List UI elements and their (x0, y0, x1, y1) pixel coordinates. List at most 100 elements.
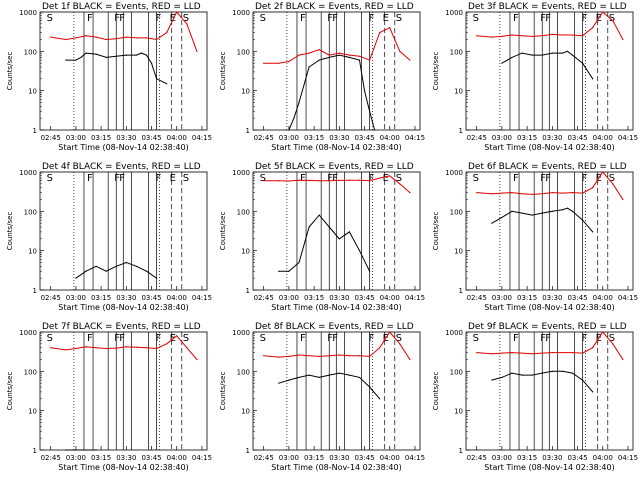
x-tick-label: 03:15 (91, 134, 111, 142)
data-point (328, 374, 330, 376)
data-point (318, 49, 320, 51)
data-point (491, 353, 493, 355)
data-point (125, 54, 127, 56)
y-tick-label: 100 (450, 368, 463, 376)
flag-label: F (114, 173, 120, 184)
x-tick-label: 03:45 (567, 454, 587, 462)
data-point (551, 33, 553, 35)
events-series-line (491, 207, 594, 233)
data-point (379, 31, 381, 34)
flag-label: E (170, 13, 176, 24)
data-point (612, 343, 614, 345)
data-point (622, 358, 624, 361)
data-point (566, 50, 569, 52)
x-tick-label: 02:45 (41, 454, 61, 462)
data-point (308, 66, 310, 68)
data-point (155, 38, 158, 41)
y-tick-label: 100 (237, 208, 250, 216)
data-point (521, 212, 523, 214)
flag-label: S (183, 13, 189, 24)
data-point (501, 352, 503, 354)
x-tick-label: 03:00 (66, 454, 86, 462)
y-tick-label: 1000 (232, 329, 250, 337)
data-point (293, 117, 295, 119)
flag-label: S (396, 173, 402, 184)
data-point (592, 231, 594, 233)
data-point (105, 56, 107, 59)
flag-label: F (119, 13, 125, 24)
data-point (358, 376, 361, 379)
y-axis-label: Counts/sec (6, 52, 14, 91)
y-tick-label: 100 (237, 48, 250, 56)
data-point (166, 83, 168, 85)
x-tick-label: 03:00 (492, 294, 512, 302)
data-point (501, 376, 503, 379)
data-point (298, 101, 300, 104)
x-tick-label: 04:15 (192, 294, 212, 302)
flag-label: F (369, 173, 375, 184)
y-axis-label: Counts/sec (219, 372, 227, 411)
flag-label: F (87, 333, 93, 344)
flag-label: F (369, 333, 375, 344)
x-tick-label: 03:00 (66, 134, 86, 142)
data-point (602, 331, 604, 333)
data-point (85, 52, 87, 54)
data-point (308, 226, 310, 228)
x-axis-label: Start Time (08-Nov-14 02:38:40) (484, 303, 614, 312)
data-point (125, 36, 127, 38)
data-point (379, 177, 381, 179)
data-point (541, 372, 543, 374)
data-point (135, 54, 138, 56)
events-series-line (501, 50, 594, 80)
data-point (125, 261, 127, 264)
x-tick-label: 02:45 (467, 134, 487, 142)
data-point (409, 358, 411, 361)
data-point (612, 20, 614, 22)
data-point (368, 180, 371, 182)
data-point (491, 36, 493, 38)
data-point (531, 54, 533, 56)
data-point (541, 212, 543, 214)
data-point (115, 55, 117, 57)
panel-title: Det 5f BLACK = Events, RED = LLD (255, 162, 414, 172)
x-tick-label: 03:30 (116, 294, 136, 302)
flag-label: S (473, 333, 479, 344)
data-point (541, 352, 543, 354)
x-tick-label: 04:15 (192, 134, 212, 142)
x-tick-label: 03:15 (517, 134, 537, 142)
x-axis-label: Start Time (08-Nov-14 02:38:40) (271, 303, 401, 312)
flag-label: S (260, 173, 266, 184)
flag-label: S (473, 173, 479, 184)
data-point (288, 270, 290, 272)
x-tick-label: 04:15 (618, 134, 638, 142)
x-tick-label: 03:30 (329, 454, 349, 462)
flag-label: F (119, 333, 125, 344)
data-point (571, 54, 574, 56)
flag-label: E (170, 173, 176, 184)
x-tick-label: 03:45 (354, 454, 374, 462)
data-point (491, 193, 493, 195)
data-point (135, 37, 138, 39)
x-tick-label: 03:15 (91, 294, 111, 302)
y-tick-label: 1000 (445, 9, 463, 17)
x-tick-label: 04:00 (593, 294, 613, 302)
x-tick-label: 03:30 (116, 134, 136, 142)
data-point (65, 38, 67, 41)
data-point (298, 54, 300, 56)
y-tick-label: 1000 (19, 329, 37, 337)
data-point (612, 183, 614, 185)
data-point (363, 90, 366, 92)
data-point (358, 250, 361, 252)
flag-label: F (513, 333, 519, 344)
data-point (328, 54, 330, 56)
y-tick-label: 1 (459, 127, 463, 135)
x-tick-label: 02:45 (41, 294, 61, 302)
data-point (541, 54, 543, 56)
x-axis-label: Start Time (08-Nov-14 02:38:40) (484, 143, 614, 152)
data-point (278, 382, 280, 384)
y-axis-label: Counts/sec (432, 212, 440, 251)
